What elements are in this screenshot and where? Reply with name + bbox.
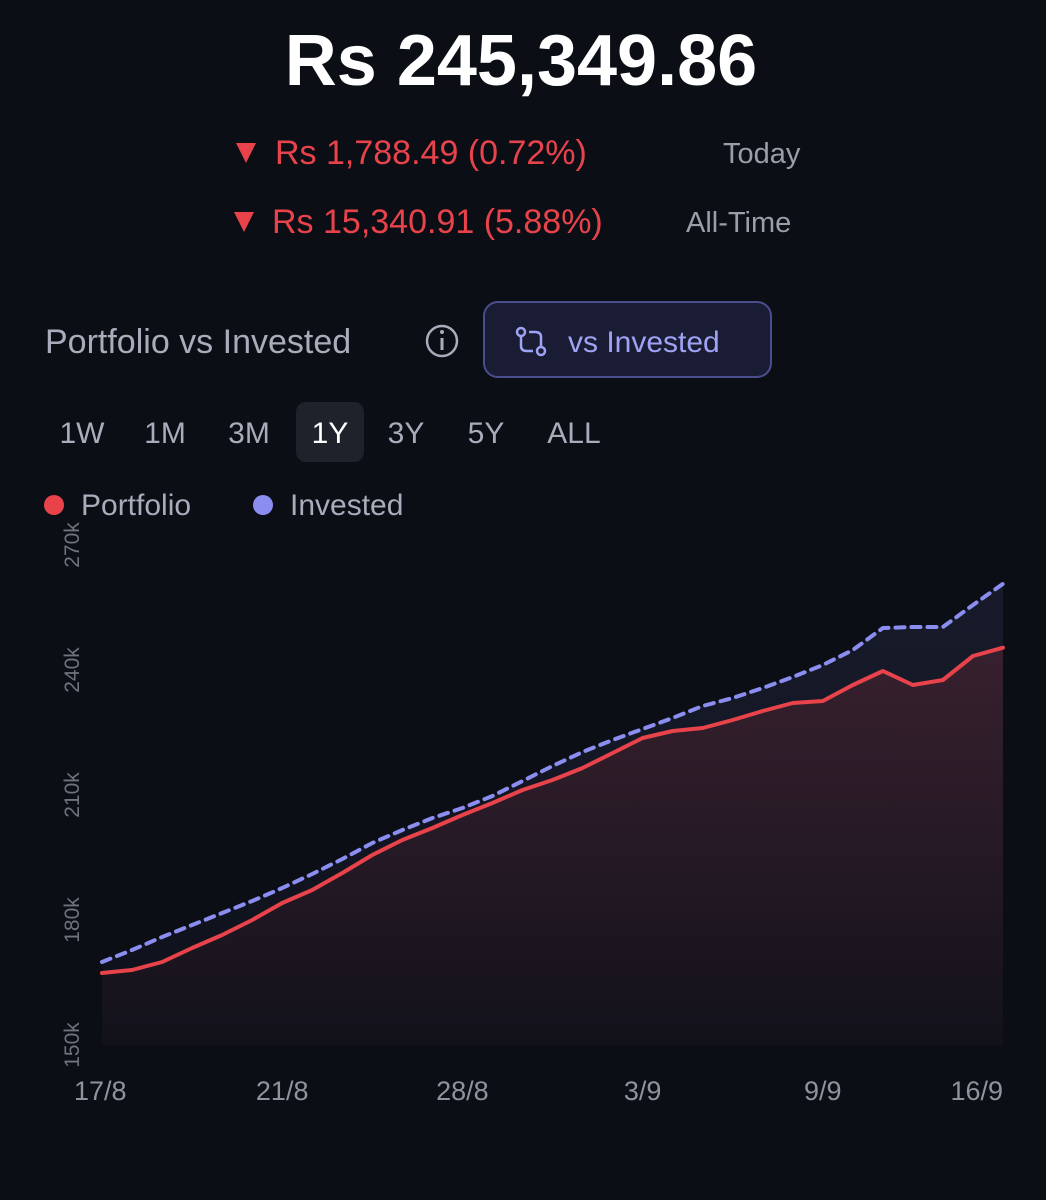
tab-label: 3Y <box>388 417 425 450</box>
button-label: vs Invested <box>568 326 720 359</box>
chart: 150k 180k 210k 240k 270k 17/8 21/8 28/8 3/9 9/9 16… <box>61 522 1005 1106</box>
x-tick-label: 17/8 <box>74 1076 127 1106</box>
range-tab[interactable]: 1W <box>60 417 106 450</box>
range-tab[interactable]: 1M <box>144 417 186 450</box>
swap-icon <box>515 326 547 357</box>
legend-label: Invested <box>290 489 403 522</box>
down-arrow <box>236 143 256 163</box>
y-tick-label: 150k <box>61 1022 84 1068</box>
today-label: Today <box>723 138 801 170</box>
x-tick-label: 9/9 <box>804 1076 842 1106</box>
range-tab[interactable]: 5Y <box>468 417 505 450</box>
y-tick-label: 180k <box>61 897 84 943</box>
x-tick-label: 3/9 <box>624 1076 662 1106</box>
y-tick-label: 270k <box>61 522 84 568</box>
range-tab[interactable]: ALL <box>547 417 600 450</box>
range-tab[interactable]: 3M <box>228 417 270 450</box>
legend-dot <box>44 495 64 515</box>
y-tick-label: 240k <box>61 647 84 693</box>
today-change: Rs 1,788.49 (0.72%) <box>275 134 587 172</box>
tab-label: 1W <box>60 417 106 450</box>
tab-label: 3M <box>228 417 270 450</box>
range-tabs: 1W 1M 3M 1Y 3Y 5Y ALL <box>60 402 601 462</box>
portfolio-value: Rs 245,349.86 <box>285 21 757 101</box>
legend-label: Portfolio <box>81 489 191 522</box>
range-tab[interactable]: 3Y <box>388 417 425 450</box>
tab-label: 1Y <box>312 417 349 450</box>
tab-label: 5Y <box>468 417 505 450</box>
series-line <box>100 581 1005 964</box>
info-icon[interactable] <box>425 324 459 358</box>
active-tab-bg <box>296 402 364 462</box>
x-tick-label: 21/8 <box>256 1076 309 1106</box>
y-tick-label: 210k <box>61 772 84 818</box>
legend-dot <box>253 495 273 515</box>
tab-label: ALL <box>547 417 600 450</box>
down-arrow <box>234 212 254 232</box>
series-line <box>100 645 1005 975</box>
range-tab[interactable]: 1Y <box>296 402 364 462</box>
x-tick-label: 16/9 <box>950 1076 1003 1106</box>
alltime-change: Rs 15,340.91 (5.88%) <box>272 203 603 241</box>
tab-label: 1M <box>144 417 186 450</box>
section-title: Portfolio vs Invested <box>45 323 351 361</box>
area-fill <box>102 647 1003 1045</box>
alltime-label: All-Time <box>686 207 791 239</box>
x-tick-label: 28/8 <box>436 1076 489 1106</box>
compare-button[interactable]: vs Invested <box>483 301 772 378</box>
legend: Portfolio Invested <box>44 489 403 522</box>
